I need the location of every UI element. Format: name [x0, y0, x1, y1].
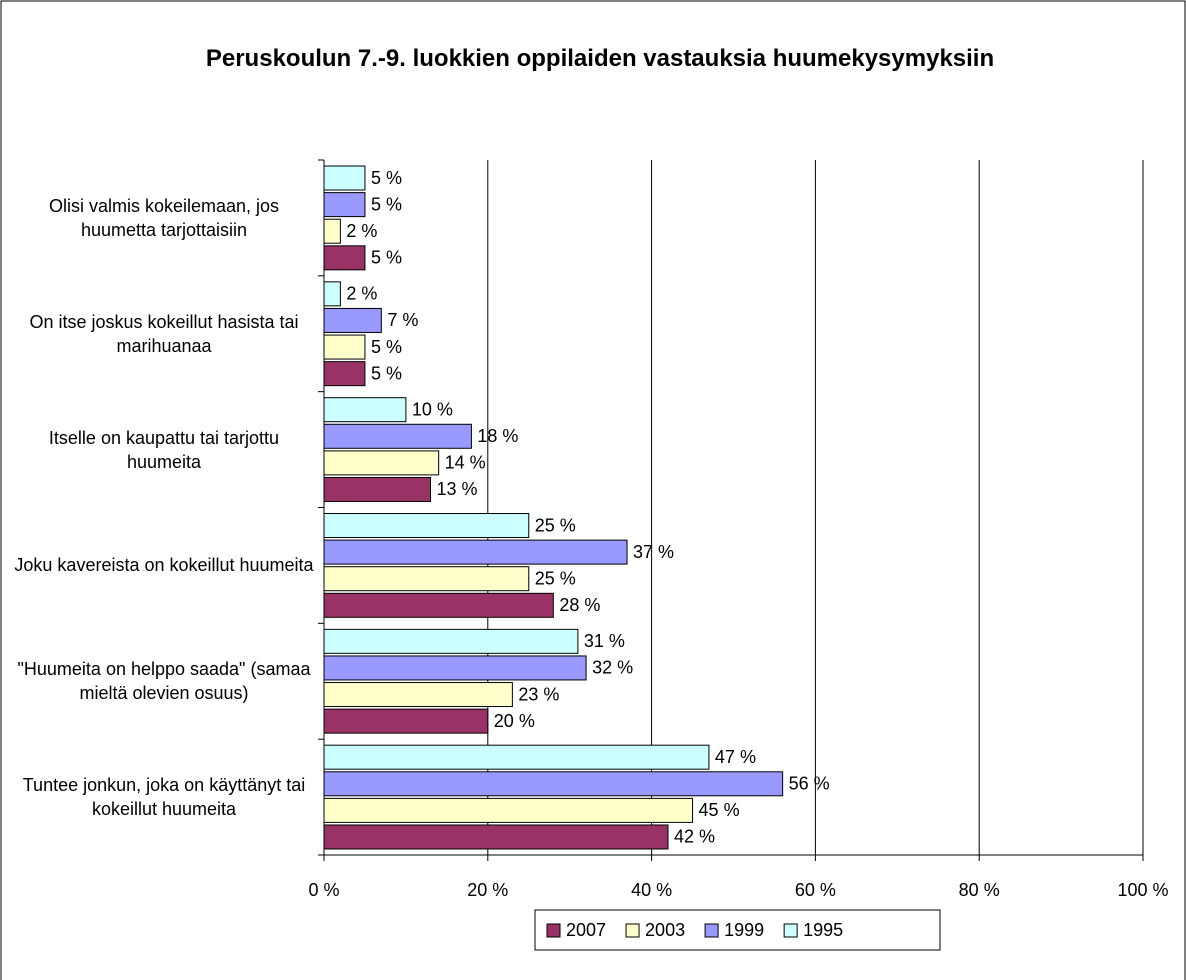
- data-label: 37 %: [633, 542, 674, 562]
- data-label: 32 %: [592, 658, 633, 678]
- legend-label: 2007: [566, 920, 606, 940]
- data-label: 31 %: [584, 631, 625, 651]
- data-label: 45 %: [699, 800, 740, 820]
- data-label: 5 %: [371, 337, 402, 357]
- bar: [323, 824, 669, 850]
- data-label: 18 %: [477, 426, 518, 446]
- legend-label: 1999: [724, 920, 764, 940]
- bar: [323, 245, 366, 271]
- bar: [323, 592, 554, 618]
- bar: [323, 513, 530, 539]
- legend-label: 2003: [645, 920, 685, 940]
- data-label: 7 %: [387, 310, 418, 330]
- bar: [323, 361, 366, 387]
- x-tick-label: 0 %: [308, 880, 339, 900]
- bar: [323, 566, 530, 592]
- data-label: 23 %: [518, 684, 559, 704]
- y-tick-label: Itselle on kaupattu tai tarjottu huumeit…: [48, 427, 280, 472]
- bar: [323, 771, 784, 797]
- bar: [323, 334, 366, 360]
- data-label: 5 %: [371, 194, 402, 214]
- x-tick-label: 60 %: [795, 880, 836, 900]
- legend-swatch: [704, 923, 719, 938]
- x-tick-label: 100 %: [1117, 880, 1168, 900]
- bar: [323, 192, 366, 218]
- y-tick-label: "Huumeita on helppo saada" (samaa mieltä…: [17, 659, 311, 704]
- data-label: 2 %: [346, 284, 377, 304]
- bar: [323, 450, 440, 476]
- bar: [323, 218, 341, 244]
- bar: [323, 397, 407, 423]
- data-label: 5 %: [371, 168, 402, 188]
- data-label: 5 %: [371, 248, 402, 268]
- bar: [323, 708, 489, 734]
- x-tick-label: 40 %: [631, 880, 672, 900]
- data-label: 2 %: [346, 221, 377, 241]
- legend-swatch: [546, 923, 561, 938]
- x-tick-label: 80 %: [959, 880, 1000, 900]
- data-label: 42 %: [674, 827, 715, 847]
- bar: [323, 744, 710, 770]
- legend-label: 1995: [803, 920, 843, 940]
- bar: [323, 476, 431, 502]
- data-label: 47 %: [715, 747, 756, 767]
- bar: [323, 628, 579, 654]
- legend-swatch: [783, 923, 798, 938]
- data-label: 10 %: [412, 399, 453, 419]
- data-label: 13 %: [436, 479, 477, 499]
- bar: [323, 281, 341, 307]
- bar: [323, 539, 628, 565]
- y-tick-label: Olisi valmis kokeilemaan, jos huumetta t…: [48, 195, 280, 240]
- bar: [323, 797, 694, 823]
- bar: [323, 423, 472, 449]
- x-tick-label: 20 %: [467, 880, 508, 900]
- y-tick-label: Tuntee jonkun, joka on käyttänyt tai kok…: [22, 775, 306, 820]
- data-label: 25 %: [535, 568, 576, 588]
- bar: [323, 307, 382, 333]
- data-label: 20 %: [494, 711, 535, 731]
- bar: [323, 682, 513, 708]
- data-label: 28 %: [559, 595, 600, 615]
- chart-title: Peruskoulun 7.-9. luokkien oppilaiden va…: [205, 45, 995, 72]
- legend-box: [534, 909, 941, 951]
- data-label: 5 %: [371, 363, 402, 383]
- bar: [323, 655, 587, 681]
- bar: [323, 165, 366, 191]
- data-label: 25 %: [535, 515, 576, 535]
- data-label: 56 %: [789, 774, 830, 794]
- y-tick-label: On itse joskus kokeillut hasista tai mar…: [29, 311, 299, 356]
- data-label: 14 %: [445, 453, 486, 473]
- legend-swatch: [625, 923, 640, 938]
- y-tick-label: Joku kavereista on kokeillut huumeita: [14, 555, 314, 576]
